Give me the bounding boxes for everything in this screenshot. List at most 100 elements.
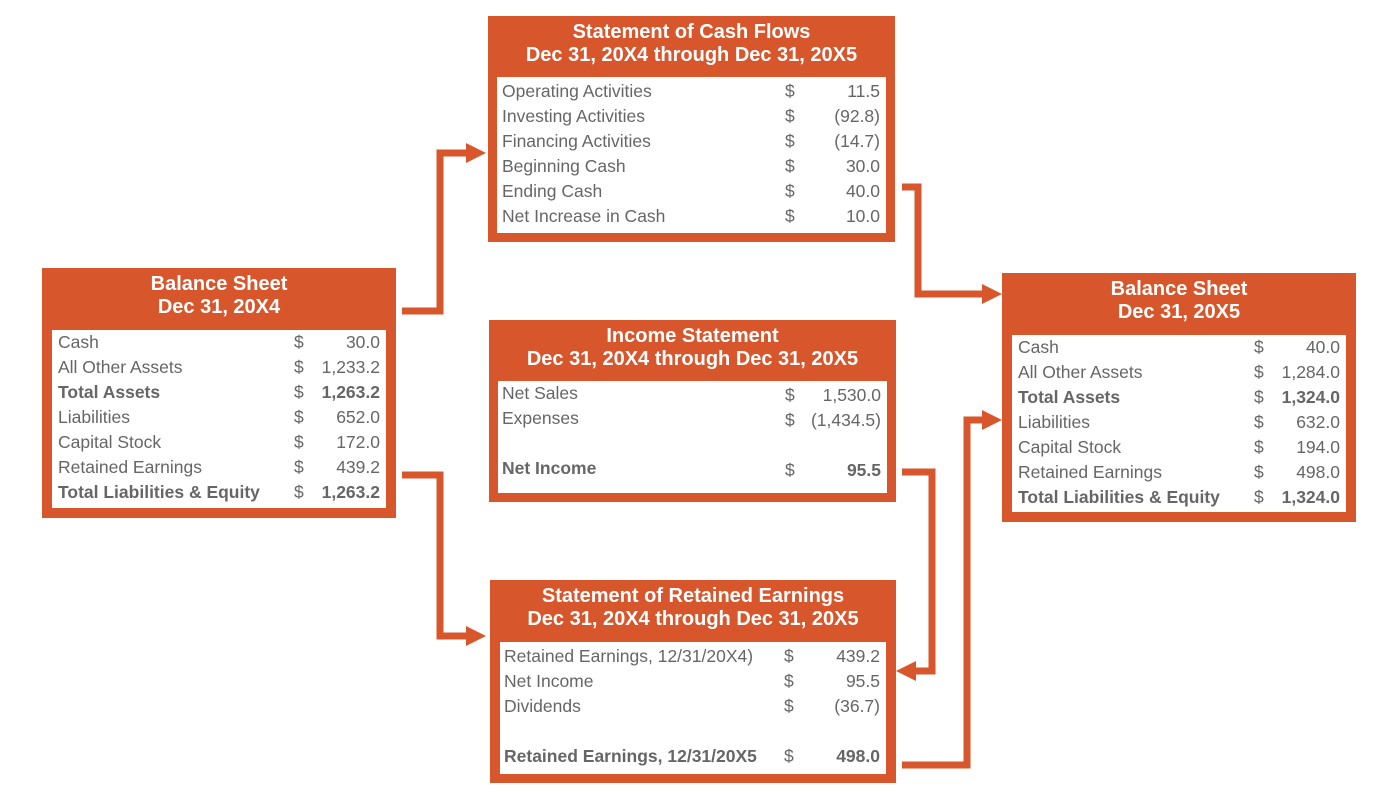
row-value: 439.2 xyxy=(336,457,380,477)
row-label: Net Income xyxy=(504,671,594,691)
table-row: Retained Earnings $ 498.0 xyxy=(1012,460,1346,485)
row-label: Ending Cash xyxy=(502,181,603,201)
arrow-cashflows-to-bs5 xyxy=(902,183,984,298)
row-value: 95.5 xyxy=(846,460,881,480)
currency-symbol: $ xyxy=(785,460,795,480)
row-label: Cash xyxy=(1018,337,1059,357)
card-title: Income Statement xyxy=(606,325,779,347)
currency-symbol: $ xyxy=(294,357,304,377)
row-value: 95.5 xyxy=(845,671,880,691)
row-label: Total Assets xyxy=(1018,387,1121,407)
currency-symbol: $ xyxy=(294,432,304,452)
row-label: All Other Assets xyxy=(58,357,183,377)
currency-symbol: $ xyxy=(785,156,795,176)
table-row: Capital Stock $ 172.0 xyxy=(52,430,386,455)
table-row: Operating Activities $ 11.5 xyxy=(497,79,886,104)
row-label: Capital Stock xyxy=(1018,437,1122,457)
row-value: 652.0 xyxy=(336,407,380,427)
row-value: 40.0 xyxy=(845,181,880,201)
currency-symbol: $ xyxy=(294,457,304,477)
card-subtitle: Dec 31, 20X4 through Dec 31, 20X5 xyxy=(525,44,858,66)
row-label: Retained Earnings xyxy=(58,457,202,477)
table-row-total: Total Liabilities & Equity $ 1,263.2 xyxy=(52,480,386,505)
currency-symbol: $ xyxy=(784,696,794,716)
row-label: Cash xyxy=(58,332,99,352)
table-row: Net Sales $ 1,530.0 xyxy=(498,381,887,406)
row-value: (92.8) xyxy=(834,106,880,126)
currency-symbol: $ xyxy=(785,385,795,405)
table-row: All Other Assets $ 1,284.0 xyxy=(1012,360,1346,385)
row-value: 11.5 xyxy=(847,81,880,101)
row-value: 1,263.2 xyxy=(321,382,380,402)
table-row-total: Retained Earnings, 12/31/20X5 $ 498.0 xyxy=(500,744,886,769)
arrow-left-icon xyxy=(896,661,916,681)
table-row: Cash $ 30.0 xyxy=(52,330,386,355)
table-row: Financing Activities $ (14.7) xyxy=(497,129,886,154)
row-value: 1,324.0 xyxy=(1281,387,1340,407)
row-label: Liabilities xyxy=(1018,412,1090,432)
row-value: 40.0 xyxy=(1305,337,1340,357)
card-title: Balance Sheet xyxy=(150,273,288,295)
table-row: Expenses $ (1,434.5) xyxy=(498,406,887,431)
row-label: Retained Earnings, 12/31/20X5 xyxy=(504,746,757,766)
table-row: Dividends $ (36.7) xyxy=(500,694,886,719)
table-row: Cash $ 40.0 xyxy=(1012,335,1346,360)
row-value: 1,263.2 xyxy=(321,482,380,502)
card-title: Statement of Cash Flows xyxy=(572,21,811,43)
row-label: Net Increase in Cash xyxy=(502,206,666,226)
table-row: Retained Earnings $ 439.2 xyxy=(52,455,386,480)
table-row: Capital Stock $ 194.0 xyxy=(1012,435,1346,460)
table-row-total: Total Assets $ 1,324.0 xyxy=(1012,385,1346,410)
row-label: Retained Earnings, 12/31/20X4) xyxy=(504,646,754,666)
row-value: 194.0 xyxy=(1296,437,1340,457)
currency-symbol: $ xyxy=(294,482,304,502)
row-value: 30.0 xyxy=(845,156,880,176)
row-label: Net Income xyxy=(502,458,597,478)
currency-symbol: $ xyxy=(1254,362,1264,382)
table-row: Retained Earnings, 12/31/20X4) $ 439.2 xyxy=(500,644,886,669)
currency-symbol: $ xyxy=(1254,412,1264,432)
arrow-income-to-retained xyxy=(902,468,936,675)
row-label: Retained Earnings xyxy=(1018,462,1162,482)
arrow-right-icon xyxy=(466,626,486,646)
currency-symbol: $ xyxy=(784,646,794,666)
currency-symbol: $ xyxy=(294,407,304,427)
arrow-right-icon xyxy=(466,143,486,163)
currency-symbol: $ xyxy=(1254,462,1264,482)
row-label: Total Liabilities & Equity xyxy=(58,482,260,502)
table-row-total: Total Liabilities & Equity $ 1,324.0 xyxy=(1012,485,1346,510)
currency-symbol: $ xyxy=(785,410,795,430)
row-label: Total Liabilities & Equity xyxy=(1018,487,1220,507)
card-title: Balance Sheet xyxy=(1110,278,1248,300)
row-label: Operating Activities xyxy=(502,81,652,101)
card-body: Net Sales $ 1,530.0 Expenses $ (1,434.5)… xyxy=(498,381,887,493)
row-label: Dividends xyxy=(504,696,581,716)
table-row: Net Income $ 95.5 xyxy=(500,669,886,694)
row-label: Total Assets xyxy=(58,382,161,402)
row-value: 1,284.0 xyxy=(1281,362,1340,382)
retained-earnings-card: Statement of Retained Earnings Dec 31, 2… xyxy=(490,580,896,783)
income-statement-card: Income Statement Dec 31, 20X4 through De… xyxy=(489,320,896,502)
arrow-right-icon xyxy=(982,284,1002,304)
currency-symbol: $ xyxy=(1254,437,1264,457)
row-label: Net Sales xyxy=(502,383,578,403)
currency-symbol: $ xyxy=(784,746,794,766)
row-value: 1,233.2 xyxy=(321,357,380,377)
table-row: Investing Activities $ (92.8) xyxy=(497,104,886,129)
table-row: Liabilities $ 652.0 xyxy=(52,405,386,430)
table-row: Ending Cash $ 40.0 xyxy=(497,179,886,204)
currency-symbol: $ xyxy=(785,131,795,151)
currency-symbol: $ xyxy=(294,382,304,402)
balance-sheet-20x4-card: Balance Sheet Dec 31, 20X4 Cash $ 30.0 A… xyxy=(42,268,396,518)
card-body: Cash $ 40.0 All Other Assets $ 1,284.0 T… xyxy=(1012,335,1346,512)
row-label: Liabilities xyxy=(58,407,130,427)
row-value: 498.0 xyxy=(1296,462,1340,482)
table-row: Beginning Cash $ 30.0 xyxy=(497,154,886,179)
card-body: Cash $ 30.0 All Other Assets $ 1,233.2 T… xyxy=(52,330,386,508)
table-row: Net Increase in Cash $ 10.0 xyxy=(497,204,886,229)
table-row-total: Total Assets $ 1,263.2 xyxy=(52,380,386,405)
table-row-total: Net Income $ 95.5 xyxy=(498,456,887,481)
arrow-bs4-to-retained xyxy=(402,471,468,640)
currency-symbol: $ xyxy=(1254,337,1264,357)
